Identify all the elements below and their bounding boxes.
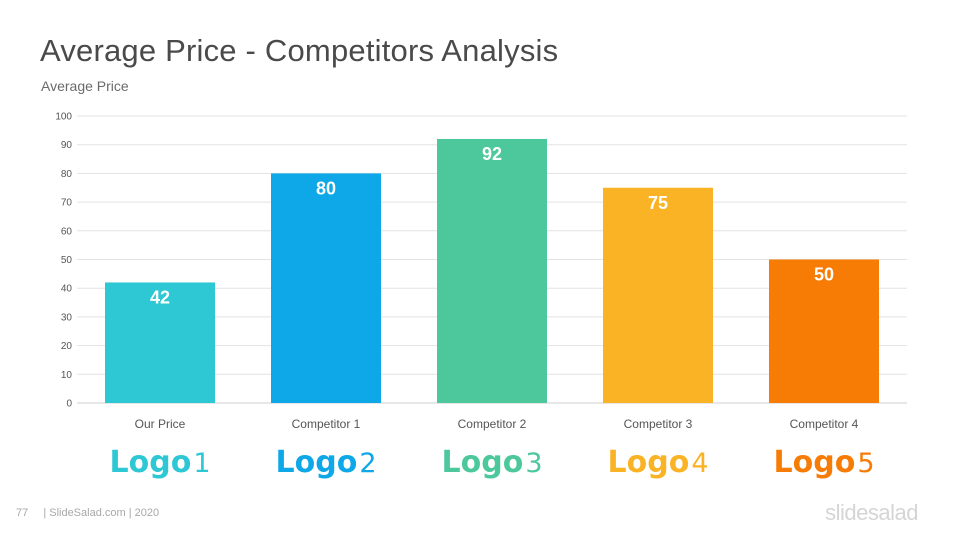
bar-value-label: 75 bbox=[648, 193, 668, 213]
bar bbox=[271, 173, 381, 403]
y-tick-label: 90 bbox=[61, 140, 73, 151]
bar bbox=[769, 259, 879, 403]
footer-text: | SlideSalad.com | 2020 bbox=[43, 507, 160, 519]
bar-value-label: 42 bbox=[150, 287, 170, 307]
logo: Logo4 bbox=[608, 445, 709, 480]
y-tick-label: 0 bbox=[66, 399, 72, 410]
bar bbox=[105, 282, 215, 403]
y-tick-label: 10 bbox=[61, 370, 73, 381]
y-tick-label: 50 bbox=[61, 255, 73, 266]
bar-value-label: 50 bbox=[814, 265, 834, 285]
logo: Logo5 bbox=[774, 445, 875, 480]
y-tick-label: 30 bbox=[61, 312, 73, 323]
y-tick-label: 40 bbox=[61, 284, 73, 295]
bar-value-label: 80 bbox=[316, 178, 336, 198]
slide-footer: 77 | SlideSalad.com | 2020 bbox=[16, 507, 165, 519]
x-tick-label: Our Price bbox=[135, 417, 186, 431]
x-tick-label: Competitor 3 bbox=[624, 417, 693, 431]
y-tick-label: 80 bbox=[61, 169, 73, 180]
y-axis-label: Average Price bbox=[41, 78, 129, 94]
page-number: 77 bbox=[16, 507, 29, 519]
y-tick-label: 70 bbox=[61, 198, 73, 209]
x-tick-label: Competitor 1 bbox=[292, 417, 361, 431]
bar bbox=[437, 138, 547, 403]
y-tick-label: 20 bbox=[61, 341, 73, 352]
bar-chart: 0 10 20 30 40 50 60 70 80 90 100 42 Our Price Logo1 80… bbox=[55, 112, 907, 480]
brand-logo: slidesalad bbox=[825, 500, 918, 525]
y-tick-label: 100 bbox=[55, 112, 72, 123]
x-tick-label: Competitor 2 bbox=[458, 417, 527, 431]
logo: Logo3 bbox=[442, 445, 543, 480]
chart-title: Average Price - Competitors Analysis bbox=[40, 33, 559, 68]
bar bbox=[603, 187, 713, 403]
x-tick-label: Competitor 4 bbox=[790, 417, 859, 431]
bar-value-label: 92 bbox=[482, 144, 502, 164]
y-tick-label: 60 bbox=[61, 226, 73, 237]
logo: Logo2 bbox=[276, 445, 377, 480]
logo: Logo1 bbox=[110, 445, 211, 480]
